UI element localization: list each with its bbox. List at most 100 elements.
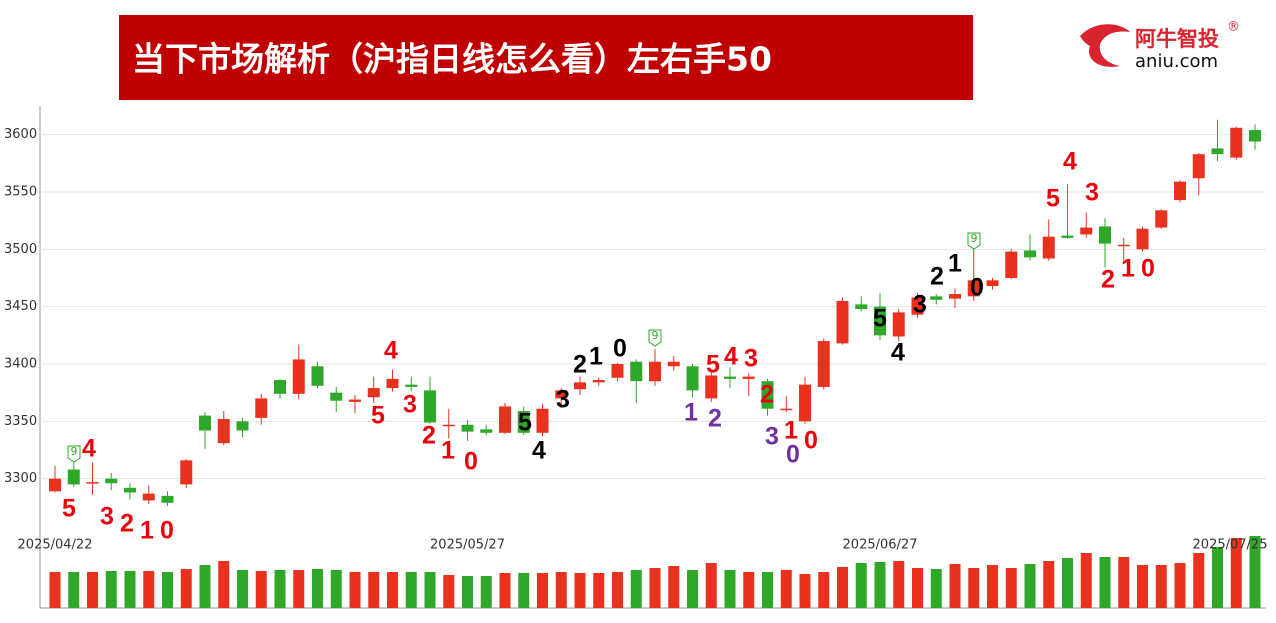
volume-bar [143,571,155,608]
annotation: 4 [1063,148,1077,176]
volume-bar [1118,557,1130,608]
x-tick-label: 2025/06/27 [843,538,918,553]
candle-body [986,280,999,287]
volume-bar [987,565,998,608]
volume-bar [424,572,436,608]
candle-body [836,300,849,344]
volume-bar [1230,538,1242,608]
candle-body [49,478,61,492]
volume-bar [668,566,680,608]
volume-bar [499,573,511,608]
volume-bar [312,569,323,608]
volume-bar [387,572,398,608]
annotation: 5 [518,409,532,437]
candle-body [292,359,305,394]
volume-bar [255,571,267,608]
candle-body [1117,244,1130,247]
annotation: 5 [62,495,76,523]
candle-body [1174,181,1186,201]
marker-box [648,329,662,347]
candle-body [724,376,736,379]
volume-bar [649,568,661,608]
annotation: 0 [970,274,984,302]
volume-bar [1080,553,1092,608]
annotation: 3 [556,386,570,414]
candle-body [855,304,868,309]
candle-body [817,341,830,387]
candle-body [949,294,961,299]
candle-body [574,382,586,390]
volume-bar [180,569,192,608]
x-tick-label: 2025/07/25 [1193,538,1268,553]
volume-bar [218,561,230,608]
annotation: 1 [948,250,962,278]
marker-label: 9 [71,445,78,458]
candle-body [1042,236,1055,259]
candle-body [367,388,380,398]
annotation: 1 [684,399,698,427]
volume-bar [68,572,80,608]
y-tick-label: 3300 [4,471,37,486]
volume-bar [630,570,642,608]
volume-bar [874,562,886,608]
annotation: 0 [786,441,800,469]
annotation: 3 [100,503,114,531]
volume-bar [818,572,830,608]
annotation: 1 [140,517,154,545]
volume-bar [1099,557,1111,608]
volume-bar [855,563,867,608]
candle-body [761,381,774,409]
annotation: 1 [441,437,455,465]
candle-body [424,390,436,423]
volume-bar [743,572,755,608]
annotation: 3 [403,391,417,419]
candle-body [742,376,755,379]
volume-bar [837,567,848,608]
candle-body [1192,154,1205,179]
annotation: 2 [760,381,774,409]
volume-bar [1193,553,1205,608]
volume-bar [1137,565,1148,608]
annotation: 2 [573,351,587,379]
volume-bar [724,570,736,608]
candle-body [705,375,718,399]
annotation: 5 [1046,185,1060,213]
y-tick-label: 3450 [4,299,37,314]
annotation: 2 [422,422,436,450]
annotation: 3 [913,291,927,319]
candle-body [517,411,530,433]
volume-bar [1212,547,1223,608]
candle-body [555,390,568,399]
candle-body [161,495,174,503]
logo-icon [1080,24,1130,67]
candle-body [386,378,399,389]
candle-body [1024,250,1036,258]
volume-bar [574,573,586,608]
annotation: 4 [532,437,546,465]
annotation: 5 [706,351,720,379]
marker-box [967,232,981,250]
annotation: 3 [765,423,779,451]
volume-bar [237,570,248,608]
candle-body [1080,227,1093,235]
volume-bar [705,563,717,608]
annotation: 3 [1085,179,1099,207]
volume-bar [687,570,698,608]
candle-body [1155,210,1168,228]
candle-body [67,469,80,485]
volume-bar [480,576,492,608]
candle-body [124,487,136,493]
volume-bar [949,564,961,608]
volume-bar [199,565,211,608]
annotation: 0 [613,335,627,363]
annotation: 4 [724,343,738,371]
volume-bar [105,571,117,608]
volume-bar [893,561,905,608]
y-tick-label: 3350 [4,414,37,429]
volume-bar [368,572,380,608]
volume-bar [518,573,530,608]
volume-bar [293,570,305,608]
candle-body [255,398,268,418]
candle-body [686,366,699,391]
candle-body [142,493,155,501]
